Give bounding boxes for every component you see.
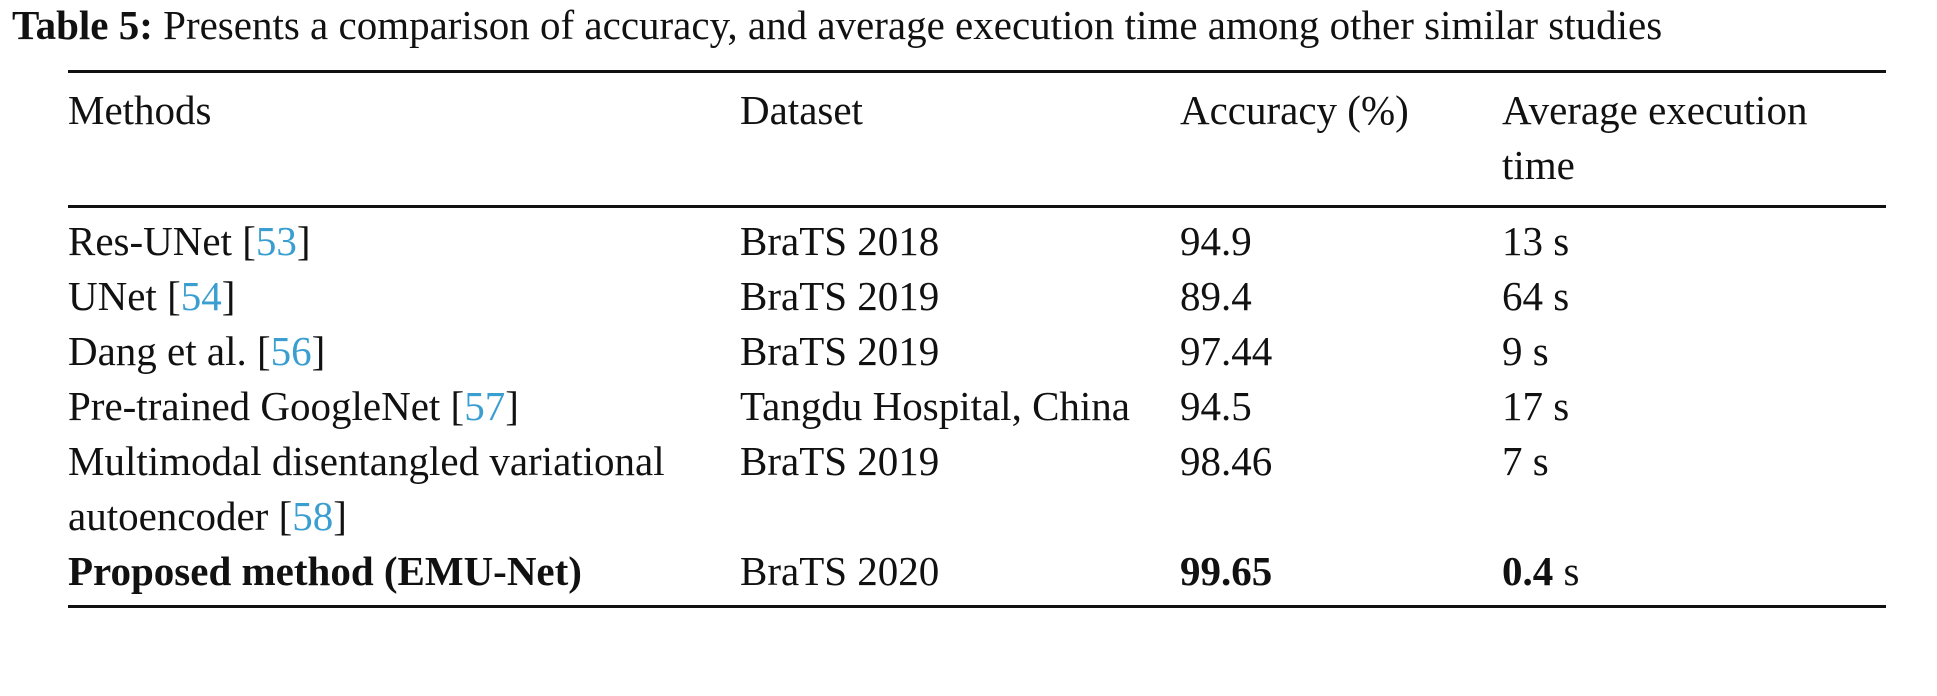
method-cell: Pre-trained GoogleNet [57] [68, 383, 519, 429]
header-row: Methods Dataset Accuracy (%) Average exe… [68, 71, 1886, 207]
table-row: Res-UNet [53] BraTS 2018 94.9 13 s [68, 207, 1886, 270]
accuracy-cell: 97.44 [1180, 328, 1273, 374]
method-cell: Res-UNet [53] [68, 218, 311, 264]
dataset-cell: BraTS 2019 [740, 273, 940, 319]
table-body: Res-UNet [53] BraTS 2018 94.9 13 s UNet … [68, 207, 1886, 607]
citation-link[interactable]: 54 [180, 273, 222, 319]
dataset-cell: BraTS 2018 [740, 218, 940, 264]
caption-text: Presents a comparison of accuracy, and a… [163, 2, 1663, 48]
accuracy-cell: 94.5 [1180, 383, 1252, 429]
comparison-table: Methods Dataset Accuracy (%) Average exe… [68, 70, 1886, 608]
citation-link[interactable]: 57 [464, 383, 506, 429]
time-unit: s [1532, 328, 1549, 374]
citation-link[interactable]: 53 [255, 218, 297, 264]
accuracy-cell: 99.65 [1180, 548, 1273, 594]
caption-label: Table 5: [12, 2, 153, 48]
time-unit: s [1532, 438, 1549, 484]
citation-link[interactable]: 58 [292, 493, 334, 539]
header-dataset: Dataset [740, 87, 863, 133]
header-accuracy: Accuracy (%) [1180, 87, 1409, 133]
time-cell: 13 s [1502, 207, 1886, 270]
table-caption: Table 5: Presents a comparison of accura… [12, 0, 1662, 50]
table-row: UNet [54] BraTS 2019 89.4 64 s [68, 269, 1886, 324]
accuracy-cell: 89.4 [1180, 273, 1252, 319]
method-cell: UNet [54] [68, 273, 236, 319]
time-value: 7 [1502, 438, 1523, 484]
time-cell: 0.4 s [1502, 544, 1886, 607]
time-value: 13 [1502, 218, 1543, 264]
time-unit: s [1553, 218, 1570, 264]
time-unit: s [1563, 548, 1580, 594]
method-name: Res-UNet [68, 218, 232, 264]
method-name: Pre-trained GoogleNet [68, 383, 441, 429]
accuracy-cell: 98.46 [1180, 438, 1273, 484]
dataset-cell: BraTS 2019 [740, 328, 940, 374]
method-cell: Multimodal disentangled variational auto… [68, 438, 665, 539]
time-value: 9 [1502, 328, 1523, 374]
method-name: Multimodal disentangled variational auto… [68, 438, 665, 539]
dataset-cell: BraTS 2020 [740, 548, 940, 594]
comparison-table-container: Methods Dataset Accuracy (%) Average exe… [68, 70, 1886, 608]
method-cell: Proposed method (EMU-Net) [68, 548, 582, 594]
method-cell: Dang et al. [56] [68, 328, 326, 374]
dataset-cell: Tangdu Hospital, China [740, 383, 1131, 429]
header-execution-time: Average execution time [1502, 87, 1808, 188]
table-header: Methods Dataset Accuracy (%) Average exe… [68, 71, 1886, 207]
table-row: Pre-trained GoogleNet [57] Tangdu Hospit… [68, 379, 1886, 434]
time-value: 0.4 [1502, 548, 1554, 594]
method-name: Dang et al. [68, 328, 247, 374]
header-methods: Methods [68, 87, 212, 133]
table-row: Multimodal disentangled variational auto… [68, 434, 1886, 544]
citation-link[interactable]: 56 [270, 328, 312, 374]
time-cell: 17 s [1502, 379, 1886, 434]
time-value: 17 [1502, 383, 1543, 429]
proposed-method-row: Proposed method (EMU-Net) BraTS 2020 99.… [68, 544, 1886, 607]
time-cell: 64 s [1502, 269, 1886, 324]
accuracy-cell: 94.9 [1180, 218, 1252, 264]
time-value: 64 [1502, 273, 1543, 319]
dataset-cell: BraTS 2019 [740, 438, 940, 484]
time-unit: s [1553, 383, 1570, 429]
time-cell: 7 s [1502, 434, 1886, 544]
method-name: UNet [68, 273, 157, 319]
time-cell: 9 s [1502, 324, 1886, 379]
table-row: Dang et al. [56] BraTS 2019 97.44 9 s [68, 324, 1886, 379]
time-unit: s [1553, 273, 1570, 319]
